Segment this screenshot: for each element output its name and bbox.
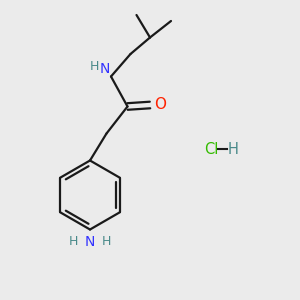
Text: O: O [154, 97, 166, 112]
Text: N: N [100, 62, 110, 76]
Text: Cl: Cl [204, 142, 218, 158]
Text: H: H [228, 142, 239, 158]
Text: H: H [90, 60, 100, 73]
Text: N: N [85, 235, 95, 249]
Text: H: H [69, 235, 79, 248]
Text: H: H [101, 235, 111, 248]
